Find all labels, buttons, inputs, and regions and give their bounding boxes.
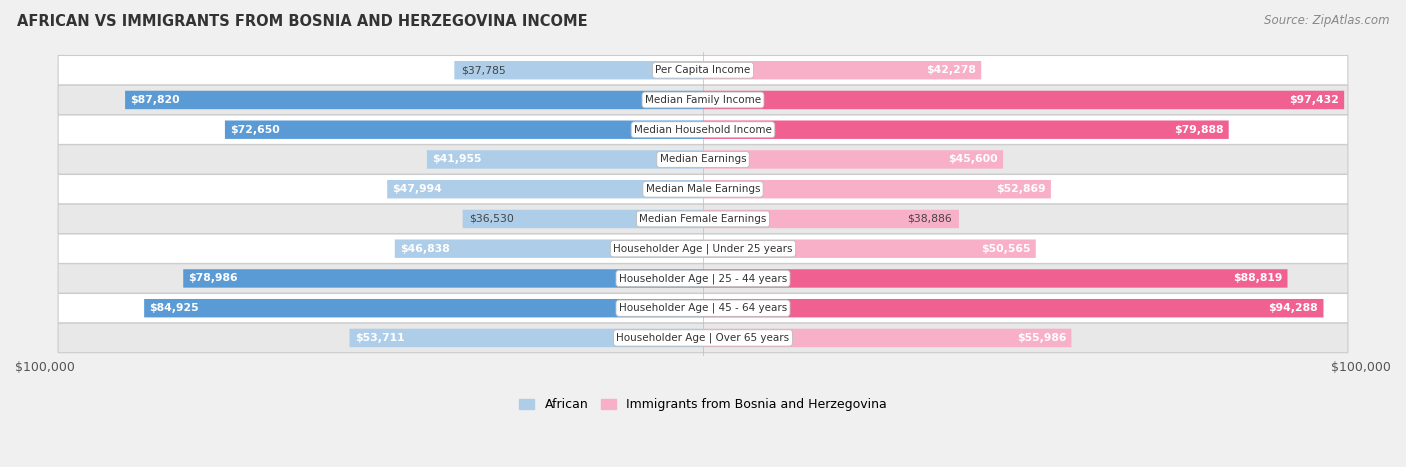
Text: $97,432: $97,432 <box>1289 95 1339 105</box>
FancyBboxPatch shape <box>58 145 1348 174</box>
FancyBboxPatch shape <box>58 323 1348 353</box>
FancyBboxPatch shape <box>145 299 703 318</box>
Text: $42,278: $42,278 <box>927 65 976 75</box>
Text: $36,530: $36,530 <box>470 214 515 224</box>
FancyBboxPatch shape <box>58 115 1348 144</box>
FancyBboxPatch shape <box>58 85 1348 115</box>
FancyBboxPatch shape <box>703 329 1071 347</box>
FancyBboxPatch shape <box>58 264 1348 293</box>
FancyBboxPatch shape <box>58 204 1348 234</box>
FancyBboxPatch shape <box>395 240 703 258</box>
Text: $38,886: $38,886 <box>907 214 952 224</box>
Text: $72,650: $72,650 <box>231 125 280 134</box>
FancyBboxPatch shape <box>350 329 703 347</box>
Text: Median Female Earnings: Median Female Earnings <box>640 214 766 224</box>
Text: Householder Age | Over 65 years: Householder Age | Over 65 years <box>616 333 790 343</box>
FancyBboxPatch shape <box>703 240 1036 258</box>
Text: Per Capita Income: Per Capita Income <box>655 65 751 75</box>
FancyBboxPatch shape <box>58 175 1348 204</box>
FancyBboxPatch shape <box>225 120 703 139</box>
FancyBboxPatch shape <box>703 269 1288 288</box>
Text: $47,994: $47,994 <box>392 184 441 194</box>
Text: $55,986: $55,986 <box>1017 333 1066 343</box>
Text: $41,955: $41,955 <box>432 155 482 164</box>
Text: Householder Age | 45 - 64 years: Householder Age | 45 - 64 years <box>619 303 787 313</box>
Text: $87,820: $87,820 <box>131 95 180 105</box>
Text: AFRICAN VS IMMIGRANTS FROM BOSNIA AND HERZEGOVINA INCOME: AFRICAN VS IMMIGRANTS FROM BOSNIA AND HE… <box>17 14 588 29</box>
FancyBboxPatch shape <box>703 180 1050 198</box>
Text: Median Earnings: Median Earnings <box>659 155 747 164</box>
Text: Median Male Earnings: Median Male Earnings <box>645 184 761 194</box>
Text: $88,819: $88,819 <box>1233 274 1282 283</box>
Text: $37,785: $37,785 <box>461 65 506 75</box>
Text: $94,288: $94,288 <box>1268 303 1319 313</box>
Text: $52,869: $52,869 <box>995 184 1046 194</box>
Text: Householder Age | Under 25 years: Householder Age | Under 25 years <box>613 243 793 254</box>
Text: Median Family Income: Median Family Income <box>645 95 761 105</box>
Text: $46,838: $46,838 <box>401 244 450 254</box>
Text: $53,711: $53,711 <box>354 333 405 343</box>
FancyBboxPatch shape <box>58 293 1348 323</box>
FancyBboxPatch shape <box>58 56 1348 85</box>
FancyBboxPatch shape <box>454 61 703 79</box>
Text: $50,565: $50,565 <box>981 244 1031 254</box>
FancyBboxPatch shape <box>183 269 703 288</box>
Text: Median Household Income: Median Household Income <box>634 125 772 134</box>
FancyBboxPatch shape <box>703 210 959 228</box>
FancyBboxPatch shape <box>58 234 1348 263</box>
Text: $79,888: $79,888 <box>1174 125 1223 134</box>
FancyBboxPatch shape <box>427 150 703 169</box>
FancyBboxPatch shape <box>703 299 1323 318</box>
FancyBboxPatch shape <box>703 120 1229 139</box>
Text: Householder Age | 25 - 44 years: Householder Age | 25 - 44 years <box>619 273 787 283</box>
FancyBboxPatch shape <box>703 150 1002 169</box>
Text: Source: ZipAtlas.com: Source: ZipAtlas.com <box>1264 14 1389 27</box>
FancyBboxPatch shape <box>387 180 703 198</box>
FancyBboxPatch shape <box>703 91 1344 109</box>
Text: $78,986: $78,986 <box>188 274 238 283</box>
Text: $84,925: $84,925 <box>149 303 200 313</box>
Text: $45,600: $45,600 <box>948 155 998 164</box>
FancyBboxPatch shape <box>125 91 703 109</box>
Legend: African, Immigrants from Bosnia and Herzegovina: African, Immigrants from Bosnia and Herz… <box>515 393 891 416</box>
FancyBboxPatch shape <box>463 210 703 228</box>
FancyBboxPatch shape <box>703 61 981 79</box>
